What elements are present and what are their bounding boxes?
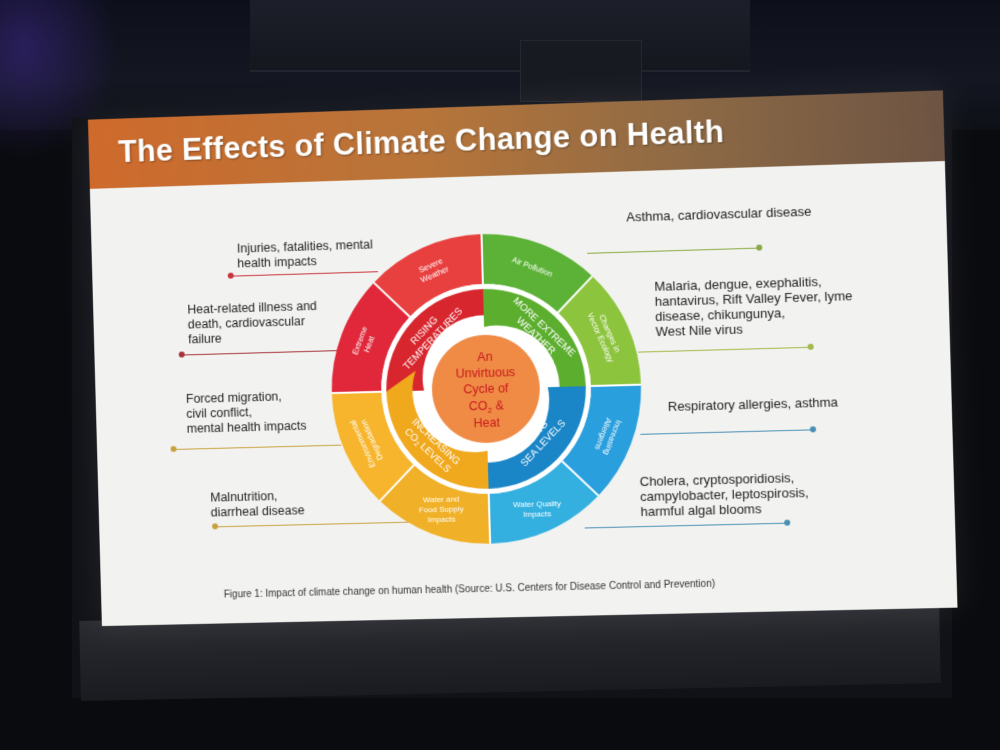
leader-dot	[810, 426, 816, 432]
leader-line	[174, 445, 342, 450]
leader-dot	[808, 344, 814, 350]
leader-line	[183, 350, 341, 355]
leader-dot	[171, 446, 177, 452]
label-line: Asthma, cardiovascular disease	[626, 204, 812, 225]
svg-text:Impacts: Impacts	[428, 515, 456, 525]
leader-dot	[756, 244, 762, 250]
leader-dot	[212, 523, 218, 529]
center-line-1: An	[477, 350, 493, 364]
label-line: harmful algal blooms	[640, 500, 809, 519]
label-air-pollution-effects: Asthma, cardiovascular disease	[626, 204, 812, 225]
label-line: failure	[188, 329, 318, 348]
label-vector-ecology-effects: Malaria, dengue, exephalitis, hantavirus…	[654, 273, 853, 339]
label-water-quality-effects: Cholera, cryptosporidiosis, campylobacte…	[639, 470, 809, 519]
center-line-2: Unvirtuous	[455, 365, 515, 381]
label-line: Respiratory allergies, asthma	[668, 394, 839, 414]
projected-slide: The Effects of Climate Change on Health …	[88, 90, 958, 626]
label-water-food-effects: Malnutrition, diarrheal disease	[210, 488, 305, 520]
label-line: mental health impacts	[187, 419, 307, 437]
ceiling-projector-box	[520, 40, 642, 102]
figure-caption: Figure 1: Impact of climate change on hu…	[224, 579, 716, 601]
center-line-3: Cycle of	[463, 381, 509, 396]
label-line: diarrheal disease	[211, 503, 305, 520]
leader-dot	[179, 351, 185, 357]
svg-text:Impacts: Impacts	[523, 509, 551, 519]
leader-line	[638, 347, 810, 353]
label-allergens-effects: Respiratory allergies, asthma	[668, 394, 839, 414]
leader-line	[640, 429, 812, 434]
leader-dot	[228, 273, 234, 279]
svg-text:Food Supply: Food Supply	[419, 504, 464, 514]
center-line-5: Heat	[473, 415, 500, 430]
slide-title: The Effects of Climate Change on Health	[118, 114, 725, 170]
svg-text:Water and: Water and	[423, 494, 460, 504]
climate-health-wheel: An Unvirtuous Cycle of CO2 & Heat RISING…	[322, 219, 650, 557]
label-extreme-heat-effects: Heat-related illness and death, cardiova…	[187, 299, 318, 347]
svg-text:Water Quality: Water Quality	[513, 499, 561, 509]
ceiling-beam	[250, 0, 750, 72]
leader-dot	[784, 520, 790, 526]
label-environmental-degradation-effects: Forced migration, civil conflict, mental…	[186, 389, 307, 437]
